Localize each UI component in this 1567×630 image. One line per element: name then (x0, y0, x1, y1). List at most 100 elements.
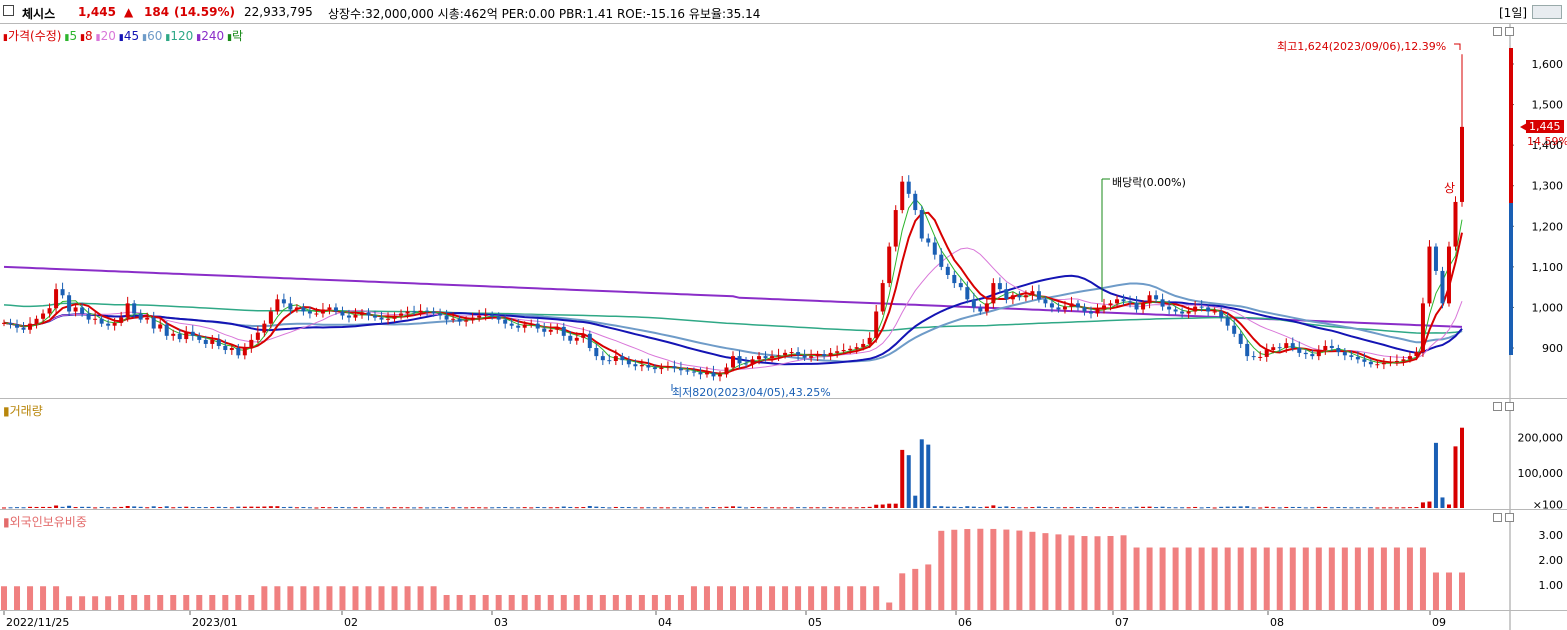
period-label[interactable]: [1일] (1499, 6, 1528, 20)
volume-bar (1427, 501, 1432, 508)
volume-bar (1401, 507, 1406, 509)
legend-item[interactable]: ▮5 (64, 29, 78, 43)
candle-body (861, 343, 866, 348)
candle-body (906, 181, 911, 194)
foreign-bar (795, 586, 802, 610)
candle-body (203, 339, 208, 344)
volume-bar (477, 507, 482, 509)
volume-bar (1167, 507, 1172, 509)
price-legend: ▮가격(수정) ▮5 ▮8 ▮20 ▮45 ▮60 ▮120 ▮240 ▮락 (3, 27, 246, 44)
candle-body (594, 348, 599, 357)
volume-bar (919, 439, 924, 508)
stock-name[interactable]: 체시스 (22, 7, 56, 21)
volume-bar (939, 506, 944, 508)
y-tick-label: 900 (1542, 342, 1563, 355)
volume-bar (926, 444, 931, 508)
current-price: 1,445 (78, 5, 116, 19)
candle-body (770, 356, 775, 359)
y-tick-label: 1,300 (1532, 180, 1564, 193)
foreign-bar (443, 595, 450, 610)
volume-bar (28, 506, 33, 508)
foreign-bar (1432, 572, 1439, 610)
candle-body (880, 283, 885, 312)
dividend-annotation: 배당락(0.00%) (1112, 176, 1186, 189)
candle-body (1075, 303, 1080, 308)
foreign-bar (1445, 572, 1452, 610)
y-tick-label: 1,200 (1532, 220, 1564, 233)
candle-body (516, 325, 521, 328)
candle-body (451, 318, 456, 320)
foreign-bar (1302, 547, 1309, 610)
candle-body (1004, 289, 1009, 300)
legend-item[interactable]: ▮20 (95, 29, 116, 43)
pane-minimize-icon[interactable] (1493, 513, 1502, 522)
foreign-holding-chart[interactable]: 3.00 2.00 1.00 (0, 510, 1567, 610)
foreign-bar (131, 595, 138, 610)
legend-item[interactable]: ▮240 (196, 29, 225, 43)
volume-chart[interactable]: 200,000 100,000 ×100 (0, 399, 1567, 509)
volume-bar (392, 507, 397, 509)
candle-body (776, 355, 781, 357)
pane-maximize-icon[interactable] (1505, 513, 1514, 522)
candle-body (1349, 355, 1354, 357)
foreign-bar (821, 586, 828, 610)
volume-bar (1355, 507, 1360, 509)
candle-body (874, 311, 879, 338)
volume-bar (268, 506, 273, 508)
foreign-bar (547, 595, 554, 610)
pane-minimize-icon[interactable] (1493, 402, 1502, 411)
foreign-bar (92, 596, 99, 610)
legend-item[interactable]: ▮가격(수정) (3, 29, 62, 43)
candle-body (333, 307, 338, 312)
legend-item[interactable]: ▮60 (142, 29, 163, 43)
candle-body (691, 371, 696, 373)
price-range-bar-up (1509, 48, 1513, 203)
legend-item[interactable]: ▮락 (227, 29, 244, 43)
candle-body (1180, 311, 1185, 314)
candle-body (386, 318, 391, 320)
candle-body (893, 210, 898, 247)
candle-body (1440, 270, 1445, 304)
legend-item[interactable]: ▮8 (80, 29, 93, 43)
pane-maximize-icon[interactable] (1505, 402, 1514, 411)
volume-bar (600, 507, 605, 509)
foreign-bar (847, 586, 854, 610)
volume-bar (744, 507, 749, 509)
candle-body (281, 299, 286, 304)
volume-bar (203, 507, 208, 509)
candle-body (1186, 311, 1191, 314)
candle-body (620, 356, 625, 361)
volume-bar (184, 506, 189, 508)
volume-bar (8, 507, 13, 509)
x-axis-labels: 2022/11/25 2023/01 02 03 04 05 06 07 08 09 (3, 611, 1511, 630)
pane-minimize-icon[interactable] (1493, 27, 1502, 36)
candle-body (353, 314, 358, 318)
volume-bar (1056, 507, 1061, 509)
legend-item[interactable]: ▮120 (165, 29, 194, 43)
volume-bar (991, 505, 996, 508)
select-checkbox[interactable] (3, 5, 14, 16)
foreign-bar (1133, 547, 1140, 610)
price-change: 184 (144, 5, 170, 19)
pane-maximize-icon[interactable] (1505, 27, 1514, 36)
candle-body (373, 315, 378, 318)
candle-body (470, 317, 475, 321)
price-chart[interactable]: 1,600 1,500 1,400 1,300 1,200 1,100 1,000 900 (0, 24, 1567, 398)
header-scroll-control[interactable] (1532, 5, 1562, 19)
volume-bar (60, 506, 65, 508)
x-tick-label: 2022/11/25 (6, 616, 69, 629)
volume-bar (587, 505, 592, 508)
legend-item[interactable]: ▮45 (118, 29, 140, 43)
foreign-bar (560, 595, 567, 610)
volume-bar (301, 507, 306, 509)
volume-bar (698, 507, 703, 509)
foreign-bar (430, 586, 437, 610)
volume-bar (2, 507, 6, 509)
volume-bar (1225, 506, 1230, 508)
foreign-bar (860, 586, 867, 610)
candle-body (145, 317, 150, 320)
volume-bar (568, 506, 573, 508)
volume-bar (210, 507, 215, 509)
volume-bar (1349, 507, 1354, 509)
foreign-bar (456, 595, 463, 610)
